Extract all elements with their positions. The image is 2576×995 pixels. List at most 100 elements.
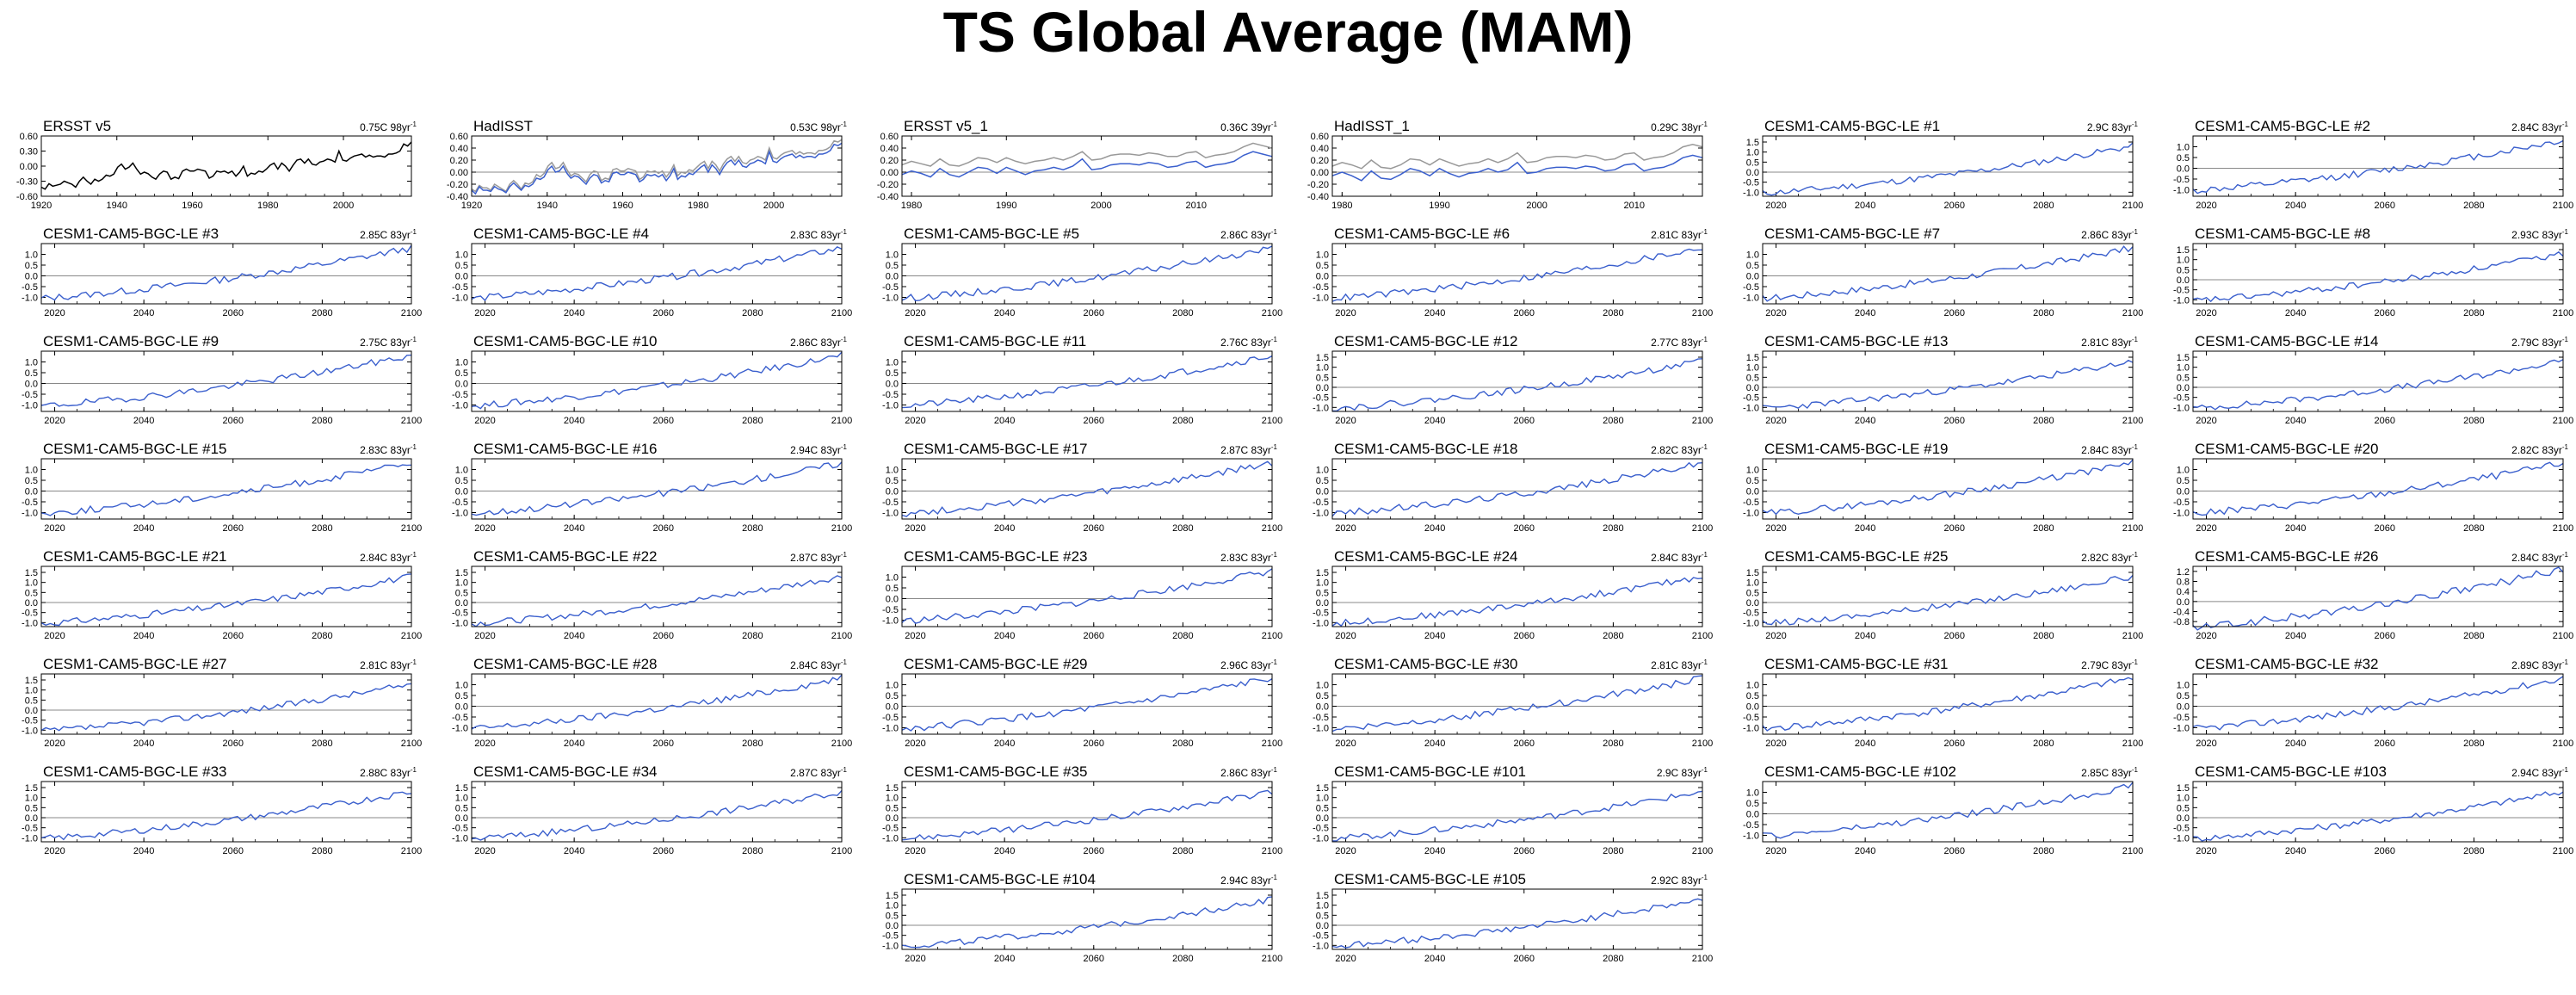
y-tick-label: -1.0 <box>1313 618 1329 628</box>
y-tick-label: -0.5 <box>22 282 38 293</box>
y-tick-label: 1.0 <box>1316 466 1329 476</box>
chart-svg: CESM1-CAM5-BGC-LE #9 2.75C 83yr-1 1.00.50.… <box>22 333 422 426</box>
plot-frame <box>1331 458 1703 520</box>
x-tick-label: 2040 <box>133 416 154 426</box>
plot-frame <box>1331 781 1703 843</box>
y-tick-label: 0.0 <box>886 380 899 390</box>
x-tick-label: 2100 <box>831 631 852 641</box>
y-tick-label: 0.5 <box>1316 911 1329 921</box>
panel-trend-value: 2.85C 83yr <box>360 229 411 241</box>
y-tick-label: 1.0 <box>1316 794 1329 804</box>
panel-trend-value: 2.84C 83yr <box>2511 552 2562 564</box>
chart-svg: CESM1-CAM5-BGC-LE #10 2.86C 83yr-1 1.00.50… <box>452 333 852 426</box>
y-tick-label: 1.0 <box>2177 794 2190 804</box>
x-tick-label: 2080 <box>742 523 763 534</box>
panel-trend-value: 2.82C 83yr <box>2511 444 2562 456</box>
y-tick-label: 0.5 <box>2177 265 2190 275</box>
y-tick-label: 1.0 <box>1746 681 1759 691</box>
panel-trend: 0.29C 38yr-1 <box>1651 121 1708 133</box>
y-tick-label: 1.5 <box>25 568 38 578</box>
y-tick-label: -0.5 <box>1313 931 1329 942</box>
x-tick-label: 2060 <box>1084 416 1104 426</box>
y-tick-label: 0.0 <box>25 706 38 716</box>
panel-trend-value: 2.79C 83yr <box>2081 659 2132 671</box>
panel-trend: 2.81C 83yr-1 <box>1651 228 1708 241</box>
y-tick-label: 1.5 <box>1316 568 1329 578</box>
x-tick-label: 2100 <box>1262 846 1282 856</box>
plot-frame <box>2192 673 2564 735</box>
y-tick-label: 0.5 <box>2177 803 2190 813</box>
x-tick-label: 2080 <box>742 631 763 641</box>
x-tick-label: 2060 <box>1084 954 1104 964</box>
x-tick-label: 2020 <box>905 416 925 426</box>
x-tick-label: 1980 <box>688 201 708 211</box>
y-tick-label: 0.60 <box>880 132 899 142</box>
y-tick-label: 0.0 <box>886 921 899 931</box>
x-tick-label: 2080 <box>2033 846 2054 856</box>
chart-svg: CESM1-CAM5-BGC-LE #105 2.92C 83yr-1 1.51.0… <box>1313 871 1713 964</box>
y-tick-label: -0.5 <box>882 498 899 508</box>
chart-panel: CESM1-CAM5-BGC-LE #15 2.83C 83yr-1 1.0 0.5 0… <box>0 435 422 536</box>
x-tick-label: 2040 <box>1855 846 1875 856</box>
x-tick-label: 2060 <box>1514 954 1535 964</box>
x-tick-label: 2100 <box>2122 846 2143 856</box>
y-tick-label: 1.0 <box>1746 250 1759 261</box>
y-tick-label: -0.5 <box>1743 820 1759 831</box>
panel-trend-value: 0.29C 38yr <box>1651 121 1702 133</box>
panel-trend-exponent: -1 <box>841 658 848 666</box>
y-tick-label: 0.0 <box>1316 272 1329 282</box>
plot-frame <box>40 350 412 412</box>
panel-trend: 0.53C 98yr-1 <box>790 121 847 133</box>
panel-title: CESM1-CAM5-BGC-LE #29 <box>904 656 1088 672</box>
x-tick-label: 2100 <box>831 308 852 318</box>
panel-trend: 2.83C 83yr-1 <box>790 228 847 241</box>
x-tick-label: 2080 <box>742 308 763 318</box>
panel-title: CESM1-CAM5-BGC-LE #15 <box>43 441 227 457</box>
y-tick-label: -1.0 <box>1313 724 1329 734</box>
series-line <box>2192 791 2564 842</box>
series-line <box>901 355 1273 409</box>
x-tick-label: 2020 <box>1335 523 1356 534</box>
series-line <box>1331 898 1703 949</box>
chart-svg: HadISST_1 0.29C 38yr-1 0.60 0.40 0.20 0.00 -0.… <box>1307 118 1708 211</box>
y-tick-label: 1.5 <box>2177 783 2190 794</box>
x-tick-label: 2020 <box>905 954 925 964</box>
plot-frame <box>2192 243 2564 305</box>
y-tick-label: -0.5 <box>882 713 899 723</box>
x-tick-label: 2080 <box>2033 631 2054 641</box>
panel-trend: 2.82C 83yr-1 <box>2511 443 2568 456</box>
panel-trend-value: 2.92C 83yr <box>1651 874 1702 887</box>
chart-panel: CESM1-CAM5-BGC-LE #10 2.86C 83yr-1 1.0 0.5 0… <box>430 327 852 429</box>
chart-svg: CESM1-CAM5-BGC-LE #8 2.93C 83yr-11.51.00.… <box>2173 226 2573 318</box>
y-tick-label: -0.5 <box>1743 393 1759 404</box>
x-tick-label: 2100 <box>1262 308 1282 318</box>
chart-panel: CESM1-CAM5-BGC-LE #16 2.94C 83yr-1 1.0 0.5 0… <box>430 435 852 536</box>
x-tick-label: 2100 <box>831 739 852 749</box>
chart-svg: CESM1-CAM5-BGC-LE #29 2.96C 83yr-1 1.00.50… <box>882 656 1282 749</box>
x-tick-label: 2020 <box>1335 631 1356 641</box>
plot-frame <box>40 243 412 305</box>
y-tick-label: 0.0 <box>1316 383 1329 393</box>
y-tick-label: 0.0 <box>2177 487 2190 498</box>
panel-title: CESM1-CAM5-BGC-LE #103 <box>2195 763 2387 780</box>
x-tick-label: 2020 <box>44 308 65 318</box>
x-tick-label: 2020 <box>474 416 495 426</box>
x-tick-label: 2040 <box>2285 631 2306 641</box>
x-tick-label: 2000 <box>1090 201 1111 211</box>
y-tick-label: -0.5 <box>452 713 468 723</box>
x-tick-label: 2040 <box>564 631 584 641</box>
y-tick-label: -1.0 <box>452 618 468 628</box>
y-tick-label: 0.00 <box>1311 168 1329 178</box>
series-line <box>1331 144 1703 170</box>
series-line <box>1331 577 1703 627</box>
panel-title: CESM1-CAM5-BGC-LE #21 <box>43 548 227 565</box>
panel-trend-exponent: -1 <box>1271 336 1278 343</box>
panel-trend: 2.94C 83yr-1 <box>2511 766 2568 779</box>
x-tick-label: 2040 <box>1424 739 1445 749</box>
x-tick-label: 2040 <box>564 308 584 318</box>
x-tick-label: 2100 <box>1692 739 1713 749</box>
panel-title: CESM1-CAM5-BGC-LE #35 <box>904 763 1088 780</box>
x-tick-label: 2080 <box>2033 416 2054 426</box>
panel-trend-value: 2.84C 83yr <box>2511 121 2562 133</box>
x-tick-label: 2100 <box>2122 201 2143 211</box>
